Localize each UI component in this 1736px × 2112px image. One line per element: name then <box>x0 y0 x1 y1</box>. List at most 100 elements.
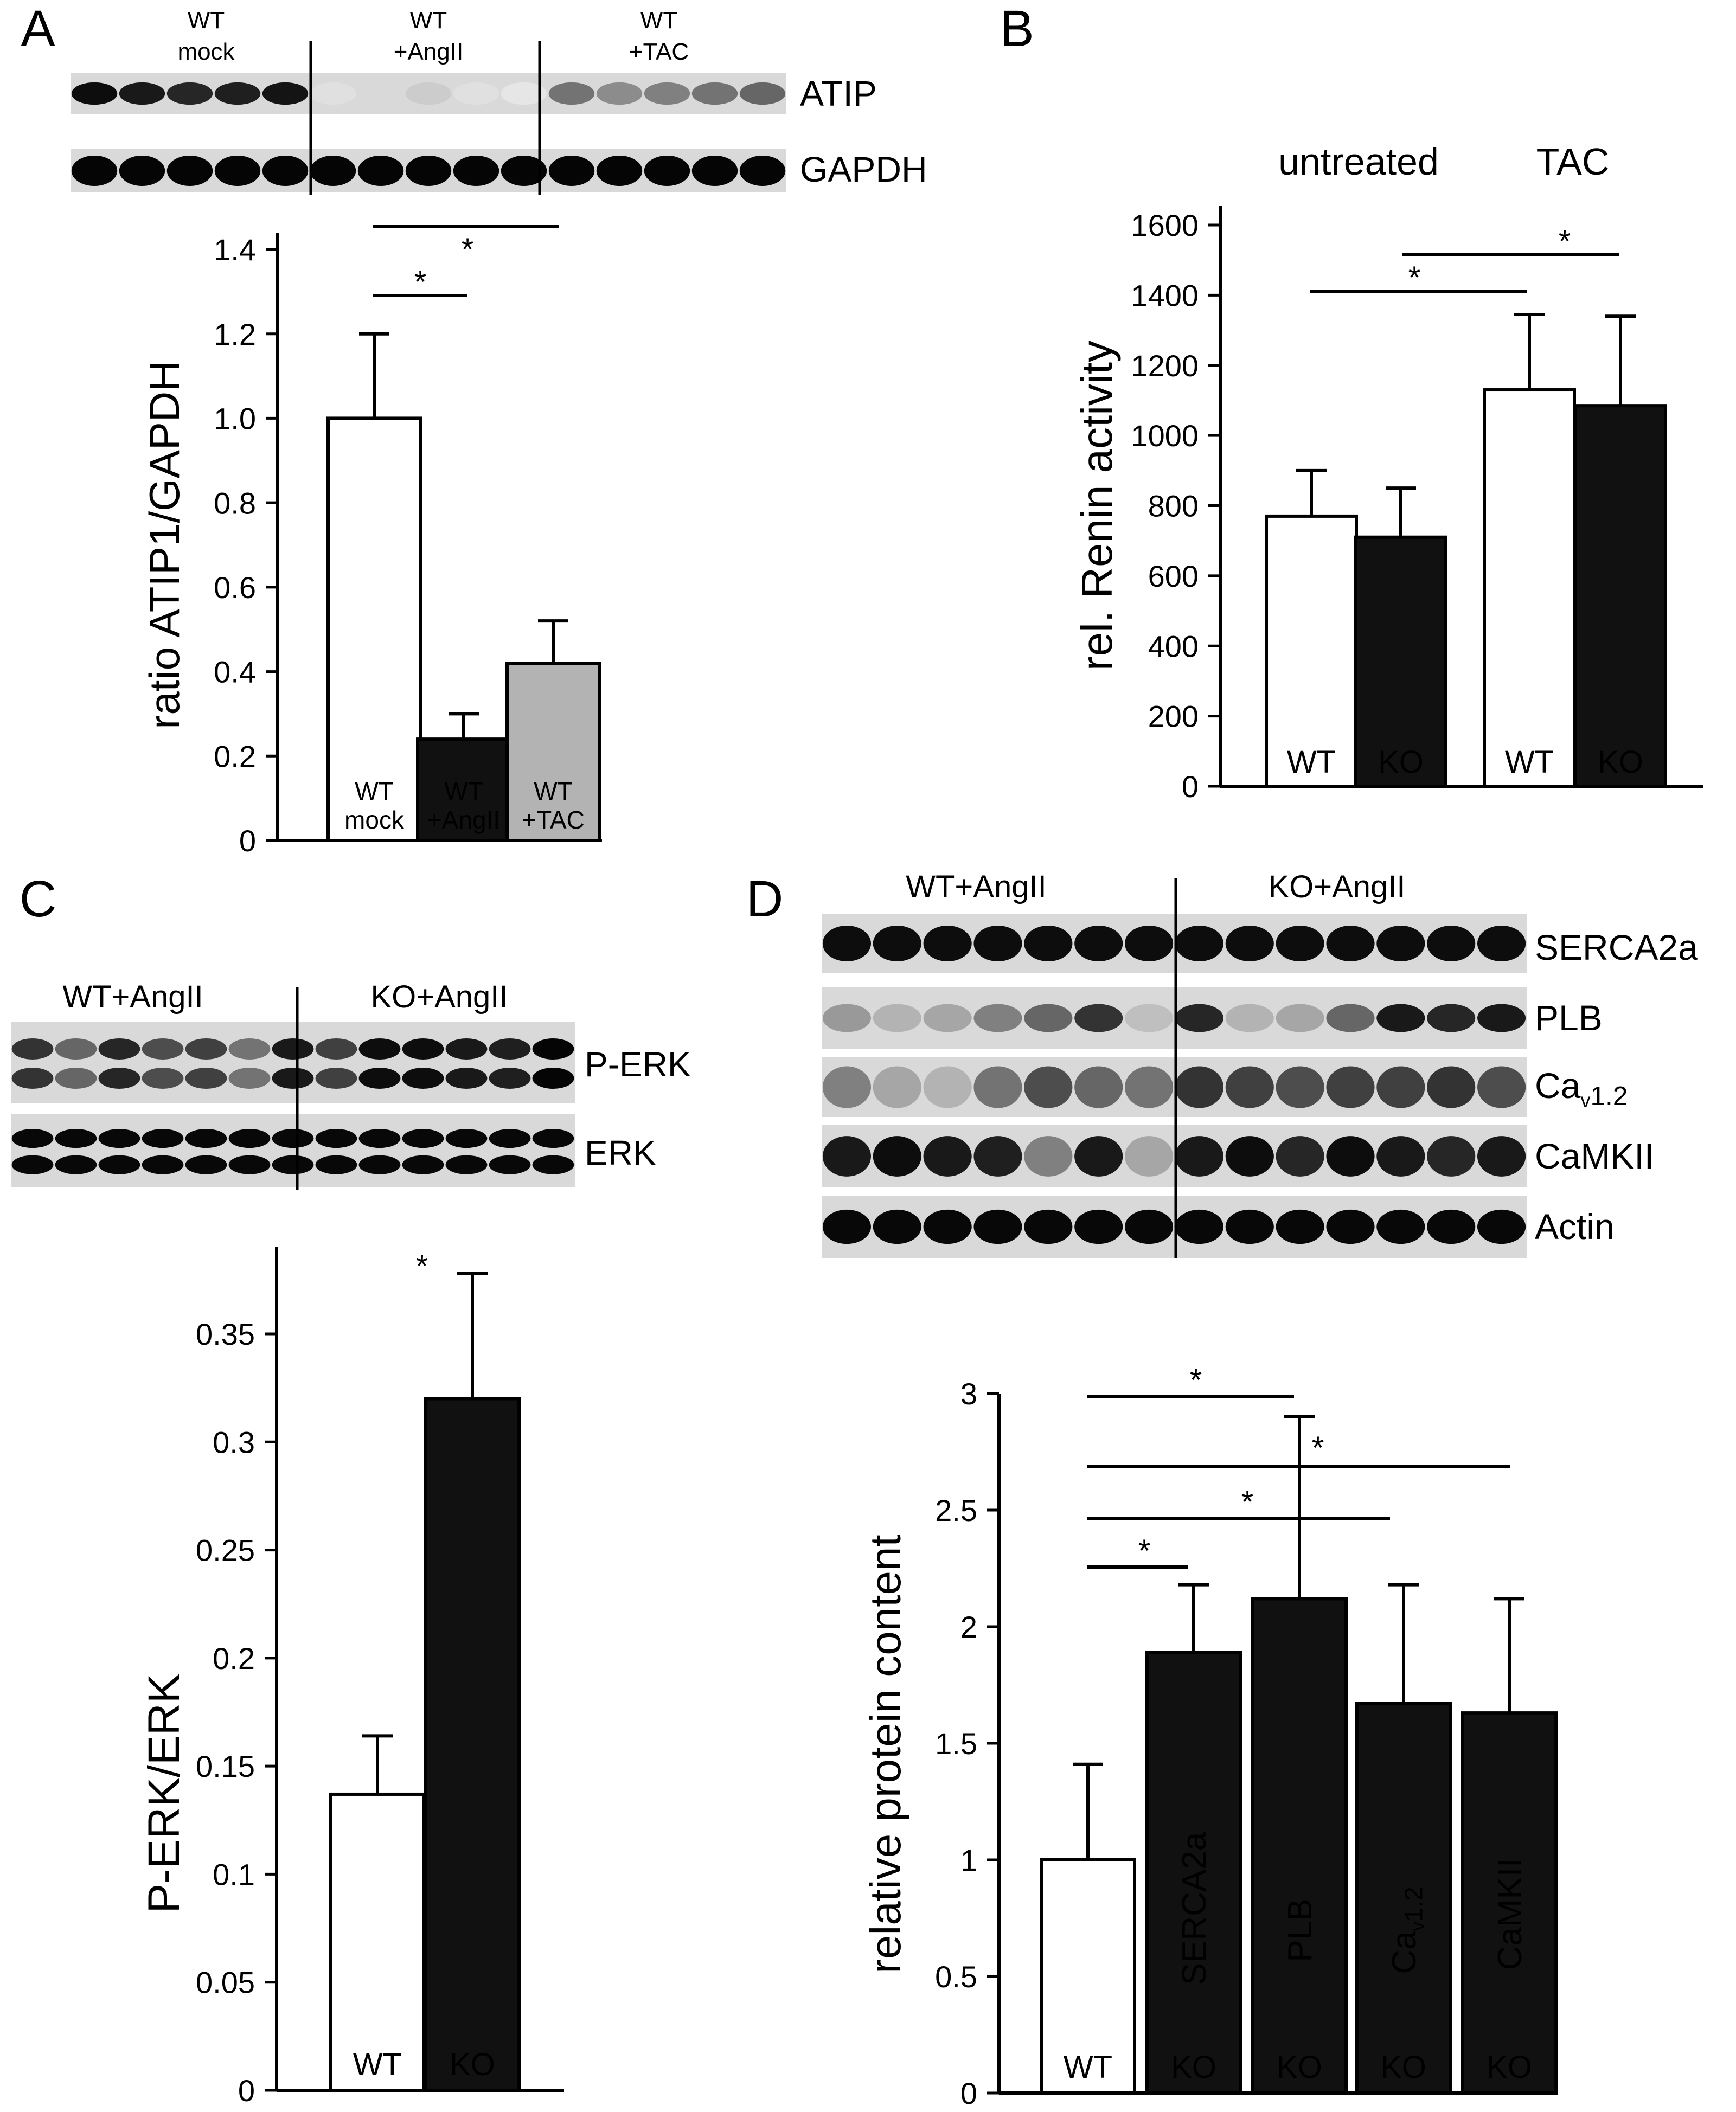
blot-band <box>119 156 165 186</box>
bar-label: KO <box>1378 744 1424 780</box>
blot-band <box>489 1068 531 1089</box>
blot-band <box>228 1068 271 1089</box>
group-label-tac: TAC <box>1536 140 1610 183</box>
y-tick-label: 200 <box>1148 699 1199 734</box>
blot-row-label: ERK <box>585 1133 656 1172</box>
y-tick-label: 2 <box>960 1610 977 1644</box>
blot-band <box>98 1155 140 1174</box>
blot-band <box>1376 1136 1425 1177</box>
blot-band <box>445 1129 488 1148</box>
bar <box>1574 404 1667 788</box>
blot-band <box>532 1129 574 1148</box>
blot-band <box>119 82 165 105</box>
blot-band <box>691 156 738 186</box>
y-tick-label: 0.1 <box>213 1857 255 1891</box>
y-tick-label: 2.5 <box>935 1493 977 1527</box>
blot-band <box>1276 1209 1324 1244</box>
blot-band <box>166 82 213 105</box>
blot-band <box>11 1068 54 1089</box>
blot-band <box>1024 1066 1073 1108</box>
blot-band <box>315 1155 357 1174</box>
blot-band <box>185 1155 227 1174</box>
bar-inner-label: Cav1.2 <box>1386 1887 1428 1974</box>
blot-band <box>923 926 972 961</box>
y-axis-label: P-ERK/ERK <box>139 1674 189 1914</box>
blot-band <box>402 1129 444 1148</box>
blot-band <box>98 1068 140 1089</box>
blot-band <box>55 1129 97 1148</box>
blot-band <box>1225 926 1274 961</box>
blot-band <box>873 1066 921 1108</box>
blot-band <box>1225 1136 1274 1177</box>
blot-band <box>1427 1004 1476 1032</box>
blot-band <box>923 1066 972 1108</box>
bar-label: KO <box>1171 2050 1216 2085</box>
blot-band <box>358 1155 401 1174</box>
bar-label: mock <box>344 806 405 834</box>
blot-band <box>923 1209 972 1244</box>
bar-label: +TAC <box>522 806 584 834</box>
blot-band <box>98 1038 140 1060</box>
blot-row-label: Actin <box>1535 1206 1615 1247</box>
significance-star: * <box>1312 1430 1324 1466</box>
bar <box>1040 1858 1136 2095</box>
blot-band <box>1326 1066 1375 1108</box>
bar <box>505 662 601 842</box>
blot-band <box>402 1155 444 1174</box>
blot-band <box>1276 1004 1324 1032</box>
blot-band <box>1427 1066 1476 1108</box>
blot-band <box>166 156 213 186</box>
blot-band <box>532 1155 574 1174</box>
bar-label: KO <box>1381 2050 1426 2085</box>
blot-band <box>55 1038 97 1060</box>
y-axis-label: relative protein content <box>861 1535 909 1973</box>
blot-band <box>71 82 118 105</box>
blot-band <box>1427 1136 1476 1177</box>
y-tick-label: 1400 <box>1131 278 1199 312</box>
blot-band <box>548 82 595 105</box>
blot-band <box>1225 1066 1274 1108</box>
blot-band <box>822 1066 871 1108</box>
blot-band <box>453 156 499 186</box>
blot-band <box>228 1129 271 1148</box>
blot-band <box>1175 1066 1223 1108</box>
blot-band <box>644 156 690 186</box>
blot-band <box>548 156 595 186</box>
y-tick-label: 800 <box>1148 489 1199 523</box>
y-tick-label: 0.8 <box>214 486 256 520</box>
y-tick-label: 400 <box>1148 629 1199 663</box>
blot-band <box>1125 1004 1174 1032</box>
y-tick-label: 1.4 <box>214 233 256 267</box>
bar <box>416 737 511 842</box>
panel-d: D WT+AngII KO+AngII SERCA2a PLB Cav1.2 CaMKII A… <box>746 869 1698 2110</box>
blot-band <box>357 156 404 186</box>
blot-band <box>1477 1004 1526 1032</box>
blot-band <box>11 1129 54 1148</box>
blot-band <box>1376 926 1425 961</box>
significance-star: * <box>1138 1533 1151 1569</box>
blot-band <box>739 156 786 186</box>
blot-band <box>1024 1209 1073 1244</box>
bar-label: KO <box>450 2047 495 2082</box>
bar-label: WT <box>1064 2050 1112 2085</box>
blot-band <box>55 1068 97 1089</box>
blot-band <box>1175 1136 1223 1177</box>
blot-band <box>228 1155 271 1174</box>
blot-band <box>489 1038 531 1060</box>
blot-band <box>315 1129 357 1148</box>
blot-band <box>445 1155 488 1174</box>
blot-band <box>1326 1136 1375 1177</box>
y-tick-label: 0 <box>1182 769 1199 804</box>
blot-row-label: CaMKII <box>1535 1136 1654 1176</box>
blot-band <box>272 1068 314 1089</box>
blot-band <box>501 156 547 186</box>
blot-band <box>1225 1004 1274 1032</box>
blot-band <box>873 926 921 961</box>
blot-group-label: WT <box>188 7 225 34</box>
group-label-untreated: untreated <box>1278 140 1439 183</box>
blot-band <box>873 1136 921 1177</box>
blot-band <box>1376 1004 1425 1032</box>
blot-band <box>1175 1004 1223 1032</box>
